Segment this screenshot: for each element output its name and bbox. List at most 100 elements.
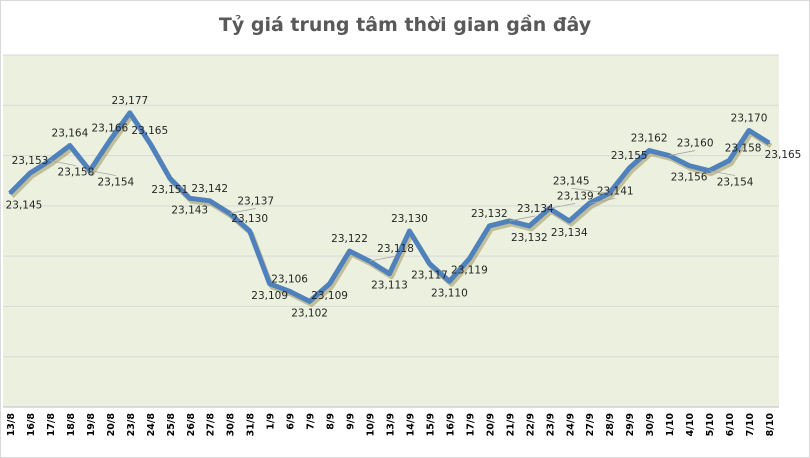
x-tick-label: 6/10 xyxy=(725,413,736,437)
data-point xyxy=(768,142,771,144)
data-label: 23,141 xyxy=(597,185,634,197)
data-point xyxy=(648,149,651,152)
x-tick-label: 8/10 xyxy=(765,413,776,437)
plot-area xyxy=(3,55,779,407)
x-tick-label: 20/9 xyxy=(485,413,496,436)
x-tick-label: 21/9 xyxy=(505,413,516,436)
data-point xyxy=(448,280,451,283)
data-label: 23,156 xyxy=(671,172,708,184)
x-tick-label: 20/8 xyxy=(106,413,117,437)
x-tick-label: 27/8 xyxy=(206,413,217,437)
x-tick-label: 29/9 xyxy=(625,413,636,436)
data-point xyxy=(528,224,531,227)
data-point xyxy=(68,144,71,147)
data-label: 23,102 xyxy=(291,307,328,319)
data-point xyxy=(468,257,471,260)
data-label: 23,110 xyxy=(431,287,468,299)
label-leader-line xyxy=(49,160,77,166)
label-leader-line xyxy=(369,255,396,262)
data-label: 23,134 xyxy=(517,203,554,215)
data-point xyxy=(728,159,731,162)
data-label: 23,122 xyxy=(331,233,368,245)
data-point xyxy=(248,230,251,232)
x-tick-label: 19/8 xyxy=(86,413,97,437)
data-label: 23,132 xyxy=(511,232,548,244)
data-point xyxy=(108,139,111,142)
data-point xyxy=(208,199,211,202)
data-point xyxy=(488,224,491,227)
x-tick-label: 10/9 xyxy=(366,413,377,436)
data-label: 23,165 xyxy=(765,149,802,161)
data-point xyxy=(628,167,631,170)
data-label: 23,177 xyxy=(111,95,148,107)
data-label: 23,134 xyxy=(551,227,588,239)
label-leader-line xyxy=(589,197,616,204)
label-leader-line xyxy=(229,208,256,214)
x-tick-label: 7/10 xyxy=(745,413,756,437)
data-point xyxy=(128,111,131,114)
x-tick-label: 30/9 xyxy=(645,413,656,436)
x-tick-label: 9/9 xyxy=(346,413,357,430)
x-tick-label: 17/9 xyxy=(465,413,476,436)
x-tick-label: 23/8 xyxy=(126,413,137,437)
x-tick-label: 17/8 xyxy=(46,413,57,437)
label-leader-line xyxy=(669,150,696,156)
label-leader-line xyxy=(509,215,536,222)
x-tick-label: 18/8 xyxy=(66,413,77,437)
data-point xyxy=(168,177,171,180)
data-point xyxy=(268,282,271,285)
x-tick-label: 16/9 xyxy=(445,413,456,436)
x-tick-label: 13/8 xyxy=(6,413,17,437)
data-point xyxy=(388,272,391,275)
data-point xyxy=(408,230,411,232)
x-tick-label: 23/9 xyxy=(545,413,556,436)
data-label: 23,130 xyxy=(231,213,268,225)
data-label: 23,158 xyxy=(725,143,762,155)
data-label: 23,151 xyxy=(151,184,188,196)
data-point xyxy=(28,172,31,175)
data-point xyxy=(328,282,331,285)
x-tick-label: 24/8 xyxy=(146,413,157,437)
data-label: 23,143 xyxy=(171,204,208,216)
data-label: 23,154 xyxy=(717,177,754,189)
label-leader-line xyxy=(571,187,610,194)
data-label: 23,164 xyxy=(52,128,89,140)
x-tick-label: 30/8 xyxy=(226,413,237,437)
label-leader-line xyxy=(549,202,576,209)
x-tick-label: 31/8 xyxy=(246,413,257,437)
data-label: 23,153 xyxy=(12,155,49,167)
x-tick-label: 8/9 xyxy=(326,413,337,430)
label-leader-line xyxy=(89,170,116,177)
data-label: 23,145 xyxy=(6,199,43,211)
x-tick-label: 1/10 xyxy=(665,413,676,437)
data-point xyxy=(568,219,571,222)
data-label: 23,155 xyxy=(611,150,648,162)
x-tick-label: 6/9 xyxy=(286,413,297,430)
x-tick-label: 24/9 xyxy=(565,413,576,436)
data-label: 23,113 xyxy=(371,280,408,292)
data-point xyxy=(188,197,191,200)
data-label: 23,145 xyxy=(553,175,590,187)
data-label: 23,170 xyxy=(731,112,768,124)
data-label: 23,162 xyxy=(631,133,668,145)
data-point xyxy=(148,142,151,144)
data-label: 23,158 xyxy=(58,167,95,179)
data-label: 23,154 xyxy=(98,177,135,189)
data-point xyxy=(688,164,691,167)
data-label: 23,160 xyxy=(677,138,714,150)
data-label: 23,139 xyxy=(557,190,594,202)
data-label: 23,132 xyxy=(471,208,508,220)
data-label: 23,137 xyxy=(237,195,274,207)
data-point xyxy=(288,290,291,293)
x-tick-label: 13/9 xyxy=(386,413,397,436)
x-tick-label: 1/9 xyxy=(266,413,277,430)
chart-title: Tỷ giá trung tâm thời gian gần đây xyxy=(218,14,592,36)
data-point xyxy=(308,300,311,303)
data-label: 23,119 xyxy=(451,265,488,277)
data-point xyxy=(748,129,751,132)
data-label: 23,106 xyxy=(271,273,308,285)
data-point xyxy=(428,262,431,265)
x-tick-label: 16/8 xyxy=(26,413,37,437)
x-tick-label: 28/9 xyxy=(605,413,616,436)
